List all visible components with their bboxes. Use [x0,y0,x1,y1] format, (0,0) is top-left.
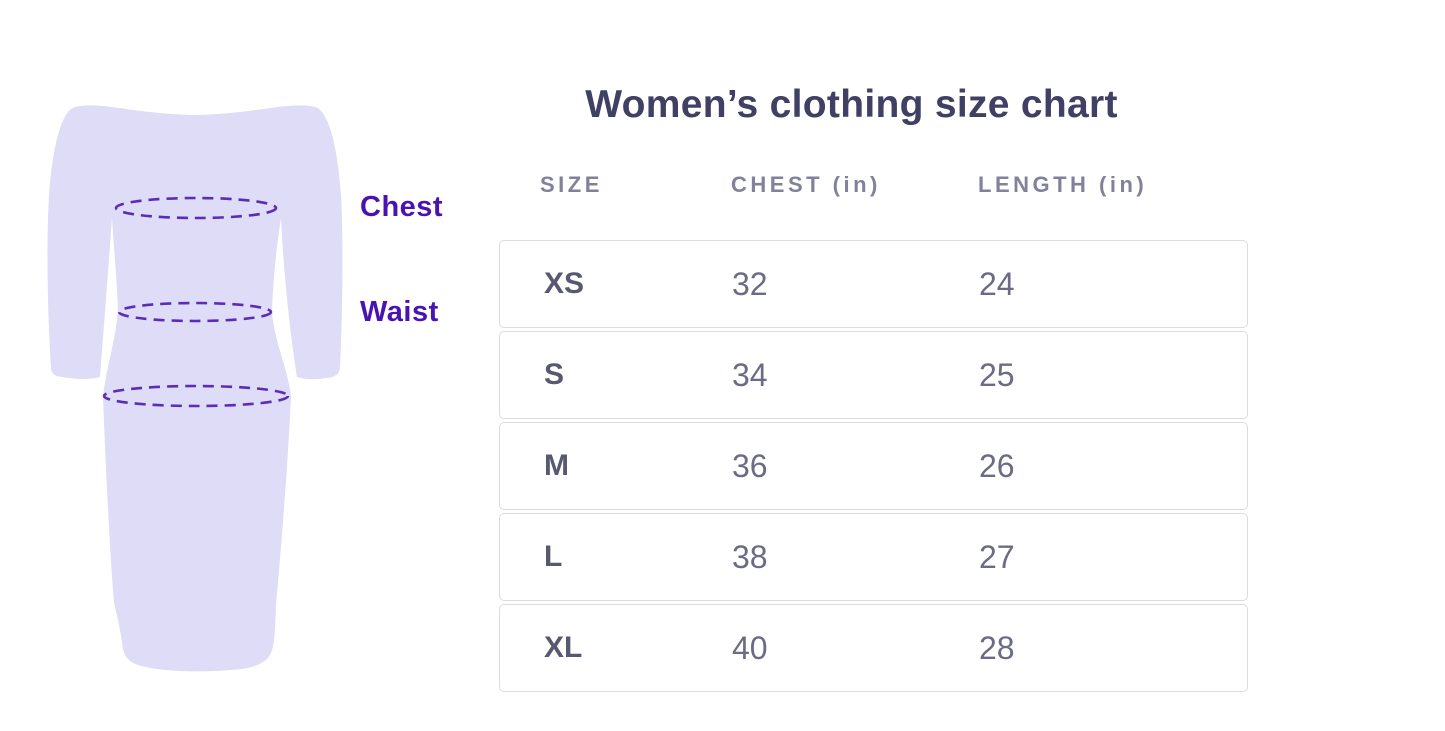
dress-silhouette-icon [47,105,343,672]
size-value: S [544,358,565,391]
chest-value: 36 [732,447,768,484]
table-row: M 36 26 [499,422,1248,510]
length-value: 27 [979,538,1015,575]
size-value: XS [544,267,585,300]
page-title: Women’s clothing size chart [585,83,1118,126]
chest-measure-line [114,196,278,220]
size-table: XS 32 24 S 34 25 M 36 26 L 38 27 XL 40 2… [499,240,1248,695]
column-header-length: LENGTH (in) [978,172,1148,197]
length-value: 28 [979,629,1015,666]
column-header-chest: CHEST (in) [731,172,881,197]
size-value: XL [544,631,583,664]
table-row: S 34 25 [499,331,1248,419]
table-row: XL 40 28 [499,604,1248,692]
chest-value: 34 [732,356,768,393]
waist-label: Waist [360,296,439,328]
table-header: SIZE CHEST (in) LENGTH (in) [499,172,1248,202]
chest-value: 40 [732,629,768,666]
chest-value: 38 [732,538,768,575]
dress-body-shape [47,105,343,672]
chest-value: 32 [732,265,768,302]
column-header-size: SIZE [540,172,603,197]
length-value: 25 [979,356,1015,393]
table-row: XS 32 24 [499,240,1248,328]
chest-label: Chest [360,191,444,223]
table-row: L 38 27 [499,513,1248,601]
hip-measure-line [102,384,290,408]
length-value: 24 [979,265,1015,302]
waist-measure-line [117,301,273,323]
length-value: 26 [979,447,1015,484]
size-value: L [544,540,563,573]
size-value: M [544,449,569,482]
